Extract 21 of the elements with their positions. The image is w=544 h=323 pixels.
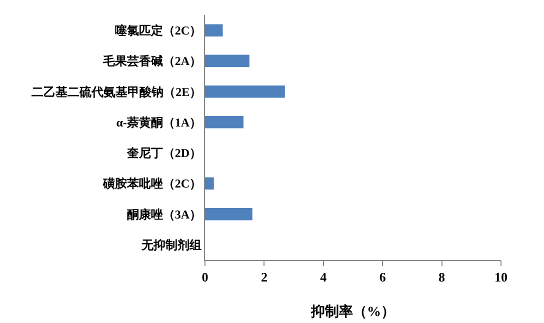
bar (205, 116, 244, 128)
y-tick-label: 噻氯匹定（2C） (114, 24, 202, 38)
y-tick-label: α-萘黄酮（1A） (116, 115, 202, 130)
bar (205, 54, 250, 68)
x-axis-title: 抑制率（%） (310, 302, 395, 320)
x-tick-label: 4 (320, 270, 328, 285)
x-tick-label: 0 (202, 270, 208, 285)
bar (205, 177, 214, 190)
x-tick-label: 8 (438, 270, 446, 285)
x-tick-label: 6 (379, 270, 386, 285)
bar (205, 208, 252, 220)
x-tick-label: 10 (494, 270, 508, 285)
y-tick-label: 二乙基二硫代氨基甲酸钠（2E） (32, 84, 202, 99)
y-tick-label: 奎尼丁（2D） (126, 146, 202, 160)
bar (205, 24, 223, 36)
bar (205, 85, 285, 98)
y-tick-label: 磺胺苯吡唑（2C） (102, 176, 202, 191)
y-tick-label: 无抑制剂组 (140, 238, 202, 252)
y-tick-label: 酮康唑（3A） (126, 207, 202, 222)
y-tick-label: 毛果芸香碱（2A） (102, 54, 202, 68)
x-tick-label: 2 (260, 270, 268, 285)
